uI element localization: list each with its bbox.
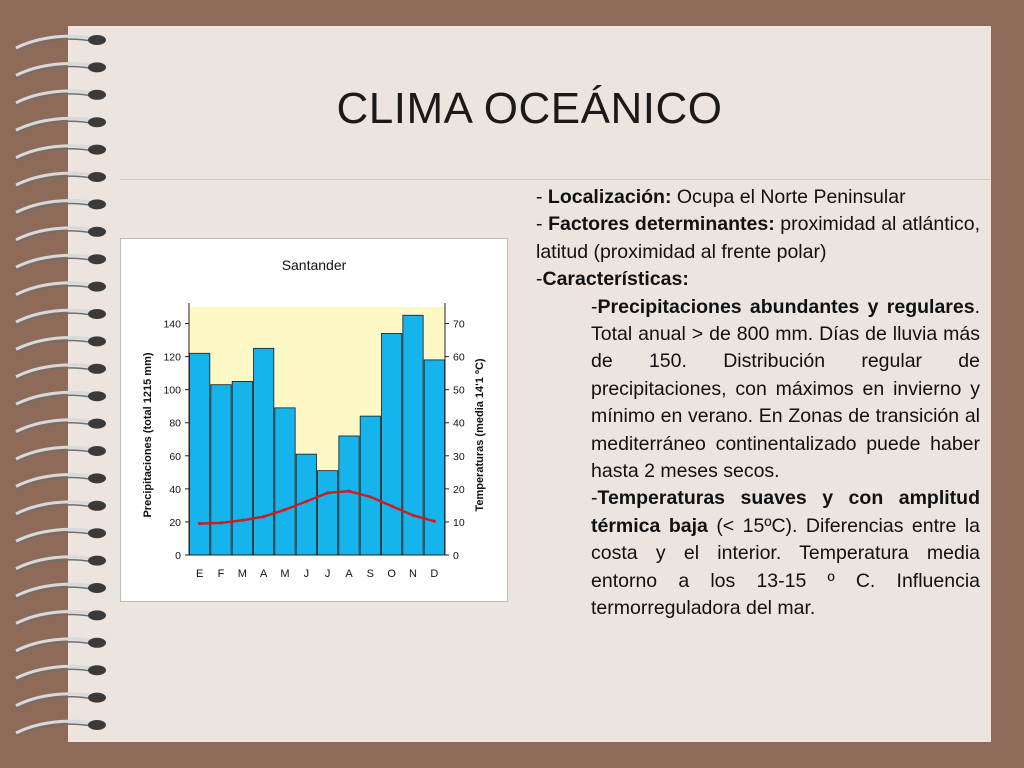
spiral-ring xyxy=(15,555,106,573)
spiral-ring xyxy=(15,500,106,518)
left-tick-label: 40 xyxy=(169,484,181,496)
spiral-ring xyxy=(15,89,106,107)
temperature-point xyxy=(347,489,351,493)
temperature-line xyxy=(199,489,435,525)
month-label: O xyxy=(387,568,396,580)
content-text: - Localización: Ocupa el Norte Peninsula… xyxy=(536,184,980,623)
month-label: J xyxy=(304,568,310,580)
right-tick-label: 70 xyxy=(453,319,465,331)
precipitation-bar xyxy=(402,314,424,556)
temperature-point xyxy=(240,518,244,522)
climate-chart: Santander 0 20 40 60 80 100 120 140 0 10 20 30 40 50 6… xyxy=(120,238,508,602)
precipitation-bar xyxy=(210,384,232,556)
temperature-point xyxy=(283,508,287,512)
spiral-ring xyxy=(15,527,106,545)
slide-title: CLIMA OCEÁNICO xyxy=(336,84,723,133)
month-label: A xyxy=(260,568,268,580)
spiral-ring xyxy=(15,253,106,271)
precipitation-bar xyxy=(317,470,339,556)
month-label: S xyxy=(367,568,374,580)
spiral-ring xyxy=(15,390,106,408)
month-label: J xyxy=(325,568,331,580)
month-label: N xyxy=(409,568,417,580)
spiral-ring xyxy=(15,610,106,628)
temperature-point xyxy=(304,499,308,504)
temperature-point xyxy=(219,521,223,525)
bullet-factores: - Factores determinantes: proximidad al … xyxy=(536,213,980,263)
temperature-point xyxy=(262,515,266,519)
month-label: D xyxy=(430,568,438,580)
precipitation-bar xyxy=(381,333,403,556)
spiral-ring xyxy=(15,171,106,189)
spiral-ring xyxy=(15,144,106,162)
spiral-ring xyxy=(15,34,106,52)
month-label: M xyxy=(280,568,289,580)
right-tick-label: 40 xyxy=(453,418,465,430)
precipitation-bar xyxy=(274,407,296,556)
month-label: A xyxy=(345,568,353,580)
right-tick-label: 20 xyxy=(453,484,465,496)
spiral-binding xyxy=(15,34,106,737)
spiral-ring xyxy=(15,116,106,134)
spiral-ring xyxy=(15,582,106,600)
right-axis-title: Temperaturas (media 14'1 ºC) xyxy=(474,358,486,511)
right-tick-label: 0 xyxy=(453,550,459,562)
spiral-ring xyxy=(15,719,106,737)
spiral-ring xyxy=(15,664,106,682)
spiral-ring xyxy=(15,363,106,381)
left-tick-label: 60 xyxy=(169,451,181,463)
right-tick-label: 10 xyxy=(453,517,465,529)
precipitation-bar xyxy=(231,380,253,556)
right-tick-label: 60 xyxy=(453,352,465,364)
temperature-point xyxy=(432,519,436,523)
spiral-ring xyxy=(15,226,106,244)
right-tick-label: 30 xyxy=(453,451,465,463)
spiral-ring xyxy=(15,336,106,354)
spiral-ring xyxy=(15,62,106,80)
spiral-ring xyxy=(15,199,106,217)
precipitation-bar xyxy=(253,347,275,556)
spiral-ring xyxy=(15,445,106,463)
spiral-ring xyxy=(15,473,106,491)
bullet-caracteristicas: -Características: xyxy=(536,268,689,291)
temperature-point xyxy=(198,521,202,526)
spiral-ring xyxy=(15,692,106,710)
month-label: E xyxy=(196,568,203,580)
left-tick-label: 20 xyxy=(169,517,181,529)
precipitation-bar xyxy=(359,415,381,556)
left-tick-label: 0 xyxy=(175,550,181,562)
spiral-ring xyxy=(15,308,106,326)
temperature-point xyxy=(411,513,415,517)
left-tick-label: 120 xyxy=(163,352,181,364)
sub-bullet-precipitaciones: -Precipitaciones abundantes y regulares.… xyxy=(591,295,980,483)
spiral-ring xyxy=(15,418,106,436)
spiral-ring xyxy=(15,637,106,655)
chart-title: Santander xyxy=(282,257,347,273)
left-tick-label: 100 xyxy=(163,385,181,397)
left-tick-label: 140 xyxy=(163,319,181,331)
precipitation-bar xyxy=(423,359,445,556)
climograph: Santander 0 20 40 60 80 100 120 140 0 10 20 30 40 50 6… xyxy=(142,257,486,580)
month-label: M xyxy=(238,568,247,580)
bullet-localizacion: - Localización: Ocupa el Norte Peninsula… xyxy=(536,186,906,208)
sub-bullet-temperaturas: -Temperaturas suaves y con amplitud térm… xyxy=(591,487,981,620)
temperature-point xyxy=(368,495,372,499)
plot-area xyxy=(189,307,445,555)
spiral-ring xyxy=(15,281,106,299)
temperature-point xyxy=(390,504,394,508)
precipitation-bar xyxy=(338,435,360,556)
left-axis-title: Precipitaciones (total 1215 mm) xyxy=(142,352,154,517)
right-tick-label: 50 xyxy=(453,385,465,397)
left-tick-label: 80 xyxy=(169,418,181,430)
temperature-point xyxy=(326,491,330,495)
title-divider xyxy=(120,179,990,180)
month-label: F xyxy=(218,568,225,580)
